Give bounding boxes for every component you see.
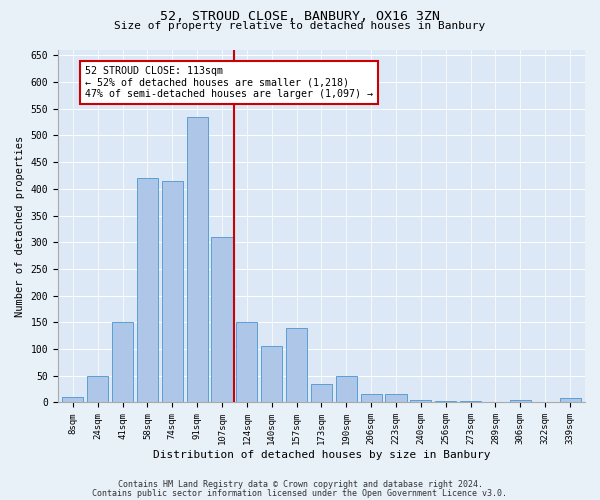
X-axis label: Distribution of detached houses by size in Banbury: Distribution of detached houses by size … (153, 450, 490, 460)
Text: Contains HM Land Registry data © Crown copyright and database right 2024.: Contains HM Land Registry data © Crown c… (118, 480, 482, 489)
Bar (187, 117, 208, 403)
Bar (236, 322, 257, 402)
Text: 52 STROUD CLOSE: 113sqm
← 52% of detached houses are smaller (1,218)
47% of semi: 52 STROUD CLOSE: 113sqm ← 52% of detache… (85, 66, 373, 99)
Bar (112, 322, 133, 402)
Bar (410, 400, 431, 402)
Bar (261, 346, 282, 403)
Bar (435, 401, 457, 402)
Bar (286, 328, 307, 402)
Bar (361, 394, 382, 402)
Text: Size of property relative to detached houses in Banbury: Size of property relative to detached ho… (115, 21, 485, 31)
Bar (336, 376, 357, 402)
Text: 52, STROUD CLOSE, BANBURY, OX16 3ZN: 52, STROUD CLOSE, BANBURY, OX16 3ZN (160, 10, 440, 23)
Bar (510, 400, 531, 402)
Y-axis label: Number of detached properties: Number of detached properties (15, 136, 25, 317)
Bar (211, 237, 233, 402)
Bar (560, 398, 581, 402)
Bar (385, 394, 407, 402)
Bar (311, 384, 332, 402)
Bar (162, 181, 183, 402)
Bar (87, 376, 108, 402)
Text: Contains public sector information licensed under the Open Government Licence v3: Contains public sector information licen… (92, 488, 508, 498)
Bar (62, 397, 83, 402)
Bar (137, 178, 158, 402)
